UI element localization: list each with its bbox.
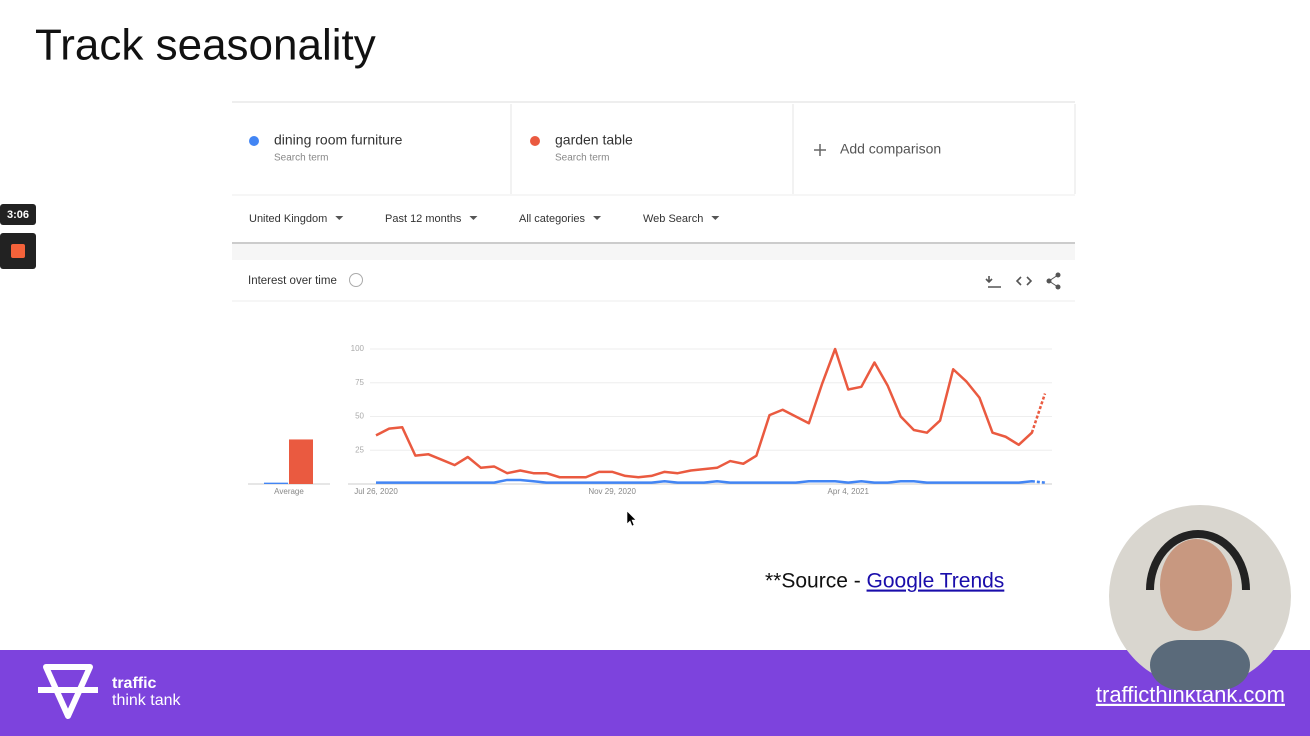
embed-icon[interactable]: [1015, 276, 1033, 286]
source-label: **Source -: [765, 570, 867, 593]
y-tick-label: 25: [355, 445, 364, 454]
y-tick-label: 100: [351, 344, 365, 353]
y-tick-label: 75: [355, 378, 364, 387]
filters: United Kingdom Past 12 months All categori…: [249, 213, 720, 225]
term-sub: Search term: [555, 153, 609, 164]
dropdown-arrow: [593, 216, 602, 220]
filter-dropdown[interactable]: United Kingdom: [249, 213, 327, 225]
mouse-cursor: [626, 510, 637, 527]
webcam-headphones: [1146, 530, 1250, 591]
add-comparison[interactable]: Add comparison: [840, 141, 941, 157]
source-link[interactable]: Google Trends: [867, 570, 1005, 593]
webcam-face: [1160, 539, 1232, 631]
webcam: [1109, 505, 1291, 690]
x-tick-label: Apr 4, 2021: [828, 487, 870, 496]
term-name[interactable]: dining room furniture: [274, 132, 403, 148]
partial-mask: [1029, 392, 1047, 434]
section-title: Interest over time: [248, 275, 337, 287]
filter-dropdown[interactable]: Past 12 months: [385, 213, 462, 225]
trends-card: [232, 102, 1075, 542]
x-tick-label: Nov 29, 2020: [588, 487, 636, 496]
average-bar: [264, 482, 288, 484]
share-icon[interactable]: [1046, 272, 1061, 290]
term-sub: Search term: [274, 153, 328, 164]
term-dot: [530, 136, 540, 146]
webcam-shirt: [1150, 640, 1250, 690]
series-line: [375, 347, 1047, 479]
add-icon: [814, 144, 826, 156]
average-bar: [289, 439, 313, 484]
average-label: Average: [274, 487, 304, 496]
term-name[interactable]: garden table: [555, 132, 633, 148]
brand-line1: traffic: [112, 675, 157, 692]
dropdown-arrow: [335, 216, 344, 220]
timer-box: [0, 204, 36, 225]
brand-logo: [38, 664, 98, 719]
filter-dropdown[interactable]: All categories: [519, 213, 586, 225]
brand-line2: think tank: [112, 692, 181, 709]
dropdown-arrow: [711, 216, 720, 220]
spacer: [232, 244, 1075, 260]
slide-title: Track seasonality: [35, 21, 376, 70]
share-lines: [1048, 274, 1059, 288]
x-tick-label: Jul 26, 2020: [354, 487, 398, 496]
footer: [0, 650, 1310, 736]
record-icon: [11, 244, 25, 258]
series-line: [376, 478, 1046, 484]
filter-dropdown[interactable]: Web Search: [643, 213, 703, 225]
help-icon[interactable]: [349, 273, 363, 287]
dropdown-arrow: [469, 216, 478, 220]
download-icon[interactable]: [985, 276, 1001, 288]
term-dot: [249, 136, 259, 146]
chart: 25 50 75 100 Jul 26, 2020 Nov 29, 2020 Apr 4, …: [248, 344, 1052, 496]
timer: 3:06: [7, 209, 29, 221]
y-tick-label: 50: [355, 412, 364, 421]
